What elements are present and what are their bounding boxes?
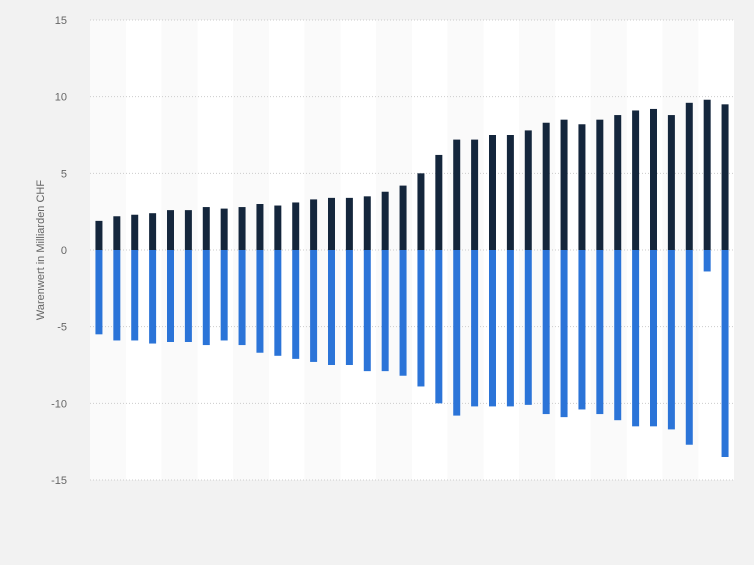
bar-positive [131,214,139,250]
y-tick-label: -10 [51,398,67,410]
bar-positive [685,102,693,250]
plot-band [698,20,734,480]
bar-positive [560,119,568,251]
bar-negative [614,250,622,421]
plot-band [197,20,234,480]
bar-positive [632,110,640,250]
bar-negative [274,250,282,356]
bar-negative [667,250,675,430]
bar-positive [542,122,550,250]
bar-positive [238,207,246,250]
bar-positive [453,139,461,250]
bar-negative [328,250,335,365]
bar-negative [202,250,210,346]
bar-negative [381,250,389,372]
bar-positive [310,199,318,250]
bar-positive [524,130,532,250]
bar-positive [650,108,657,250]
bar-negative [650,250,657,427]
bar-positive [596,119,604,251]
y-tick-label: 15 [55,15,67,27]
bar-negative [256,250,264,353]
bar-negative [435,250,443,404]
bar-positive [113,216,121,250]
plot-band [662,20,699,480]
bar-negative [471,250,479,407]
bar-negative [113,250,121,341]
bar-positive [363,196,371,250]
y-axis-ticks: 15 10 5 0 -5 -10 -15 [51,15,67,487]
bar-negative [560,250,568,418]
y-tick-label: -15 [51,475,67,487]
bar-positive [292,202,300,250]
bar-positive [274,205,282,250]
bar-negative [453,250,461,416]
gridlines [90,19,734,481]
bar-positive [721,104,729,250]
bar-positive [489,135,496,250]
bar-positive [220,208,228,250]
bar-positive [256,204,264,250]
bar-positive [149,213,157,250]
bar-negative [721,250,729,457]
bar-negative [238,250,246,346]
bar-negative [632,250,640,427]
bar-negative [703,250,711,272]
y-tick-label: -5 [57,322,67,334]
bar-positive [471,139,479,250]
bar-positive [614,115,622,250]
bar-negative [220,250,228,341]
bar-positive [506,135,514,250]
bar-positive [399,185,407,250]
bar-negative [345,250,353,365]
bars [95,99,729,457]
bar-positive [345,197,353,250]
bar-negative [310,250,318,362]
bar-negative [131,250,139,341]
bar-negative [292,250,300,359]
bar-negative [542,250,550,415]
plot-band [233,20,269,480]
bar-positive [328,197,335,250]
bar-positive [667,115,675,250]
bar-negative [524,250,532,405]
plot-band [304,20,341,480]
bar-negative [489,250,496,407]
y-axis-label: Warenwert in Milliarden CHF [35,180,47,320]
y-tick-label: 5 [61,168,67,180]
bar-negative [506,250,514,407]
bar-negative [417,250,425,387]
bar-negative [363,250,371,372]
bar-positive [202,207,210,250]
bar-negative [95,250,103,335]
bar-positive [578,124,586,250]
bar-positive [184,210,192,250]
bar-positive [435,154,443,250]
bar-negative [399,250,407,376]
bar-negative [578,250,586,410]
bar-negative [184,250,192,342]
bar-negative [167,250,174,342]
bar-positive [167,210,174,250]
bar-positive [95,220,103,250]
bar-negative [596,250,604,415]
y-tick-label: 0 [61,245,67,257]
bar-positive [703,99,711,250]
bar-negative [685,250,693,445]
bar-positive [381,191,389,250]
plot-band [268,20,305,480]
plot-band [161,20,198,480]
bar-positive [417,173,425,250]
bar-negative [149,250,157,344]
y-tick-label: 10 [55,92,67,104]
